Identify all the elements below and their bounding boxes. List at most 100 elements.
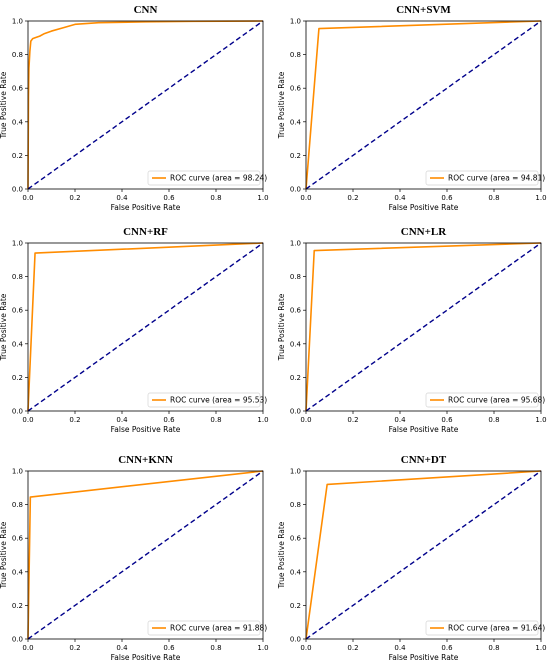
legend-box (425, 170, 539, 186)
y-tick-label: 0.8 (12, 273, 23, 281)
roc-curve-line (27, 20, 264, 190)
x-tick-label: 0.6 (441, 644, 453, 652)
y-tick-label: 1.0 (290, 18, 301, 26)
y-tick-label: 0.8 (290, 273, 301, 281)
x-tick-label: 0.2 (69, 416, 80, 424)
x-tick-label: 0.6 (441, 194, 453, 202)
plot-frame (305, 242, 542, 412)
x-tick-label: 0.8 (210, 416, 221, 424)
roc-curve-line (305, 242, 542, 412)
x-tick-label: 0.4 (116, 644, 128, 652)
x-tick-label: 1.0 (535, 644, 546, 652)
y-tick-label: 0.6 (12, 535, 24, 543)
legend-box (147, 620, 261, 636)
legend-box (425, 620, 539, 636)
y-tick-label: 0.0 (290, 186, 301, 194)
y-tick-label: 0.6 (12, 307, 24, 315)
x-tick-label: 0.2 (69, 644, 80, 652)
legend-label: ROC curve (area = 95.68) (448, 396, 545, 405)
y-tick-label: 0.6 (290, 85, 302, 93)
roc-panel: CNN+DT 0.0 0.2 0.4 0.6 0.8 1.0 0.0 0.2 0.4 0.6 0.8 1… (277, 454, 547, 662)
x-tick-label: 0.8 (210, 644, 221, 652)
x-tick-label: 0.0 (300, 644, 311, 652)
plot-frame (305, 20, 542, 190)
y-tick-label: 0.8 (290, 501, 301, 509)
x-tick-label: 1.0 (535, 194, 546, 202)
legend-box (147, 392, 261, 408)
y-tick-label: 0.4 (290, 340, 302, 348)
y-tick-label: 0.8 (290, 51, 301, 59)
x-tick-label: 1.0 (535, 416, 546, 424)
y-axis-label: True Positive Rate (277, 293, 286, 361)
y-tick-label: 1.0 (12, 18, 23, 26)
plot-frame (27, 20, 264, 190)
y-axis-label: True Positive Rate (277, 521, 286, 589)
roc-curve-line (27, 470, 264, 640)
x-tick-label: 0.6 (441, 416, 453, 424)
x-tick-label: 0.8 (488, 194, 499, 202)
y-tick-label: 0.2 (12, 374, 23, 382)
y-axis-label: True Positive Rate (0, 293, 8, 361)
x-tick-label: 1.0 (257, 194, 268, 202)
legend-label: ROC curve (area = 91.88) (170, 624, 267, 633)
x-tick-label: 0.8 (488, 644, 499, 652)
x-tick-label: 0.2 (347, 644, 358, 652)
x-tick-label: 0.4 (116, 194, 128, 202)
y-tick-label: 1.0 (290, 240, 301, 248)
roc-curve-line (305, 470, 542, 640)
x-tick-label: 0.2 (69, 194, 80, 202)
chart-title: CNN+DT (401, 454, 447, 466)
x-axis-label: False Positive Rate (389, 203, 459, 212)
y-tick-label: 1.0 (290, 468, 301, 476)
legend-label: ROC curve (area = 94.81) (448, 174, 545, 183)
legend-label: ROC curve (area = 95.53) (170, 396, 267, 405)
y-tick-label: 0.4 (290, 118, 302, 126)
chart-title: CNN+SVM (396, 4, 451, 16)
y-tick-label: 0.6 (290, 535, 302, 543)
x-tick-label: 1.0 (257, 644, 268, 652)
legend-box (425, 392, 539, 408)
x-axis-label: False Positive Rate (111, 653, 181, 662)
y-tick-label: 0.2 (290, 602, 301, 610)
x-tick-label: 0.0 (22, 194, 33, 202)
chance-diagonal-line (27, 470, 264, 640)
plot-frame (305, 470, 542, 640)
chart-title: CNN+KNN (118, 454, 173, 466)
x-tick-label: 0.2 (347, 194, 358, 202)
y-tick-label: 0.4 (290, 568, 302, 576)
y-axis-label: True Positive Rate (0, 521, 8, 589)
plot-frame (27, 242, 264, 412)
x-tick-label: 0.0 (300, 416, 311, 424)
chance-diagonal-line (27, 242, 264, 412)
x-axis-label: False Positive Rate (111, 203, 181, 212)
roc-curve-line (27, 242, 264, 412)
roc-panel: CNN+SVM 0.0 0.2 0.4 0.6 0.8 1.0 0.0 0.2 0.4 0.6 0.8… (277, 4, 547, 212)
chart-title: CNN+LR (401, 226, 447, 238)
y-tick-label: 1.0 (12, 468, 23, 476)
x-tick-label: 0.2 (347, 416, 358, 424)
y-tick-label: 0.4 (12, 568, 24, 576)
y-tick-label: 0.0 (12, 186, 23, 194)
roc-panel: CNN+RF 0.0 0.2 0.4 0.6 0.8 1.0 0.0 0.2 0.4 0.6 0.8 1… (0, 226, 269, 434)
y-tick-label: 1.0 (12, 240, 23, 248)
x-tick-label: 1.0 (257, 416, 268, 424)
roc-panel: CNN 0.0 0.2 0.4 0.6 0.8 1.0 0.0 0.2 0.4 0.6 0.8 1.0 F… (0, 4, 269, 212)
x-tick-label: 0.4 (394, 644, 406, 652)
y-tick-label: 0.0 (290, 636, 301, 644)
x-tick-label: 0.6 (163, 194, 175, 202)
y-tick-label: 0.6 (12, 85, 24, 93)
legend-box (147, 170, 261, 186)
x-tick-label: 0.4 (116, 416, 128, 424)
y-tick-label: 0.8 (12, 501, 23, 509)
x-tick-label: 0.8 (488, 416, 499, 424)
y-axis-label: True Positive Rate (277, 71, 286, 139)
x-tick-label: 0.0 (300, 194, 311, 202)
y-tick-label: 0.0 (290, 408, 301, 416)
legend-label: ROC curve (area = 98.24) (170, 174, 267, 183)
chance-diagonal-line (305, 242, 542, 412)
y-tick-label: 0.4 (12, 118, 24, 126)
y-tick-label: 0.0 (12, 636, 23, 644)
x-tick-label: 0.4 (394, 416, 406, 424)
y-tick-label: 0.2 (290, 152, 301, 160)
